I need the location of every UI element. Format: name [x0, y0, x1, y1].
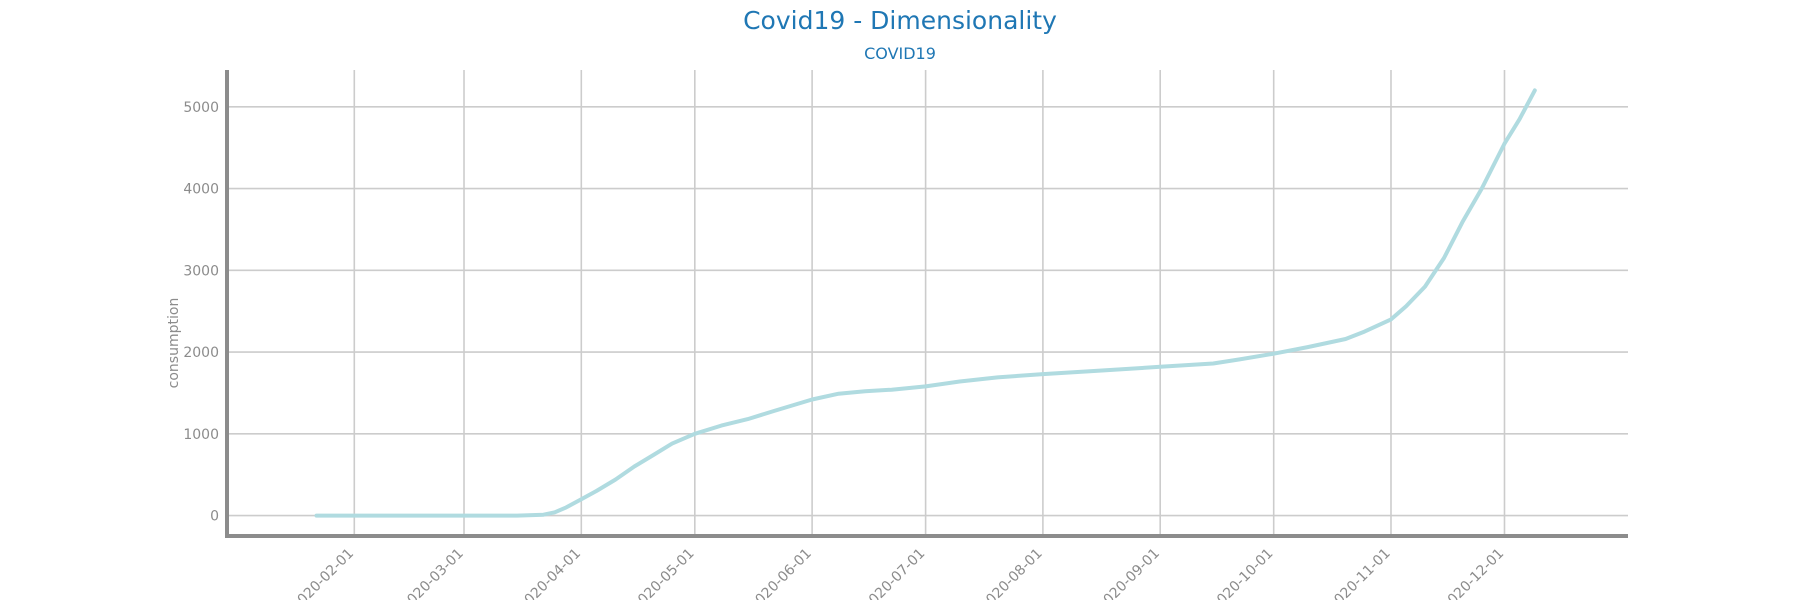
- x-tick-label: 2020-05-01: [629, 546, 698, 600]
- y-axis-label: consumption: [166, 298, 182, 389]
- x-tick-label: 2020-04-01: [515, 546, 584, 600]
- series-line-0: [314, 88, 1537, 518]
- y-tick-labels: 0 1000 2000 3000 4000 5000: [183, 100, 219, 525]
- chart-title: Covid19 - Dimensionality: [743, 6, 1057, 35]
- y-tick-label: 5000: [183, 100, 219, 116]
- x-tick-label: 2020-12-01: [1438, 546, 1507, 600]
- x-tick-label: 2020-10-01: [1208, 546, 1277, 600]
- x-tick-label: 2020-02-01: [288, 546, 357, 600]
- y-tick-label: 1000: [183, 427, 219, 443]
- gridlines: [227, 70, 1628, 536]
- y-tick-label: 2000: [183, 345, 219, 361]
- chart-subtitle: COVID19: [864, 44, 936, 63]
- x-tick-labels: 2020-02-01 2020-03-01 2020-04-01 2020-05-01…: [288, 546, 1507, 600]
- x-tick-label: 2020-06-01: [746, 546, 815, 600]
- series-group: [314, 88, 1537, 518]
- y-tick-label: 0: [210, 509, 219, 525]
- x-tick-label: 2020-09-01: [1094, 546, 1163, 600]
- y-tick-label: 3000: [183, 263, 219, 279]
- x-tick-label: 2020-03-01: [398, 546, 467, 600]
- x-tick-label: 2020-07-01: [860, 546, 929, 600]
- x-tick-label: 2020-08-01: [977, 546, 1046, 600]
- axes: [225, 70, 1628, 538]
- y-tick-label: 4000: [183, 182, 219, 198]
- x-tick-label: 2020-11-01: [1325, 546, 1394, 600]
